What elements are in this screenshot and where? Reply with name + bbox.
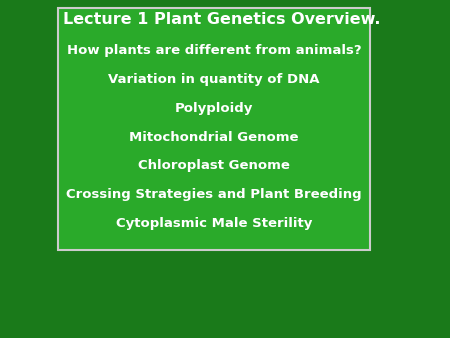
Text: Cytoplasmic Male Sterility: Cytoplasmic Male Sterility	[116, 217, 312, 230]
Text: Chloroplast Genome: Chloroplast Genome	[138, 160, 290, 172]
Text: Crossing Strategies and Plant Breeding: Crossing Strategies and Plant Breeding	[66, 188, 362, 201]
Text: How plants are different from animals?: How plants are different from animals?	[67, 44, 361, 57]
Text: Polyploidy: Polyploidy	[175, 102, 253, 115]
Text: Variation in quantity of DNA: Variation in quantity of DNA	[108, 73, 320, 86]
Text: Mitochondrial Genome: Mitochondrial Genome	[129, 131, 299, 144]
Text: Lecture 1 Plant Genetics Overview.: Lecture 1 Plant Genetics Overview.	[63, 12, 381, 27]
FancyBboxPatch shape	[58, 8, 370, 250]
